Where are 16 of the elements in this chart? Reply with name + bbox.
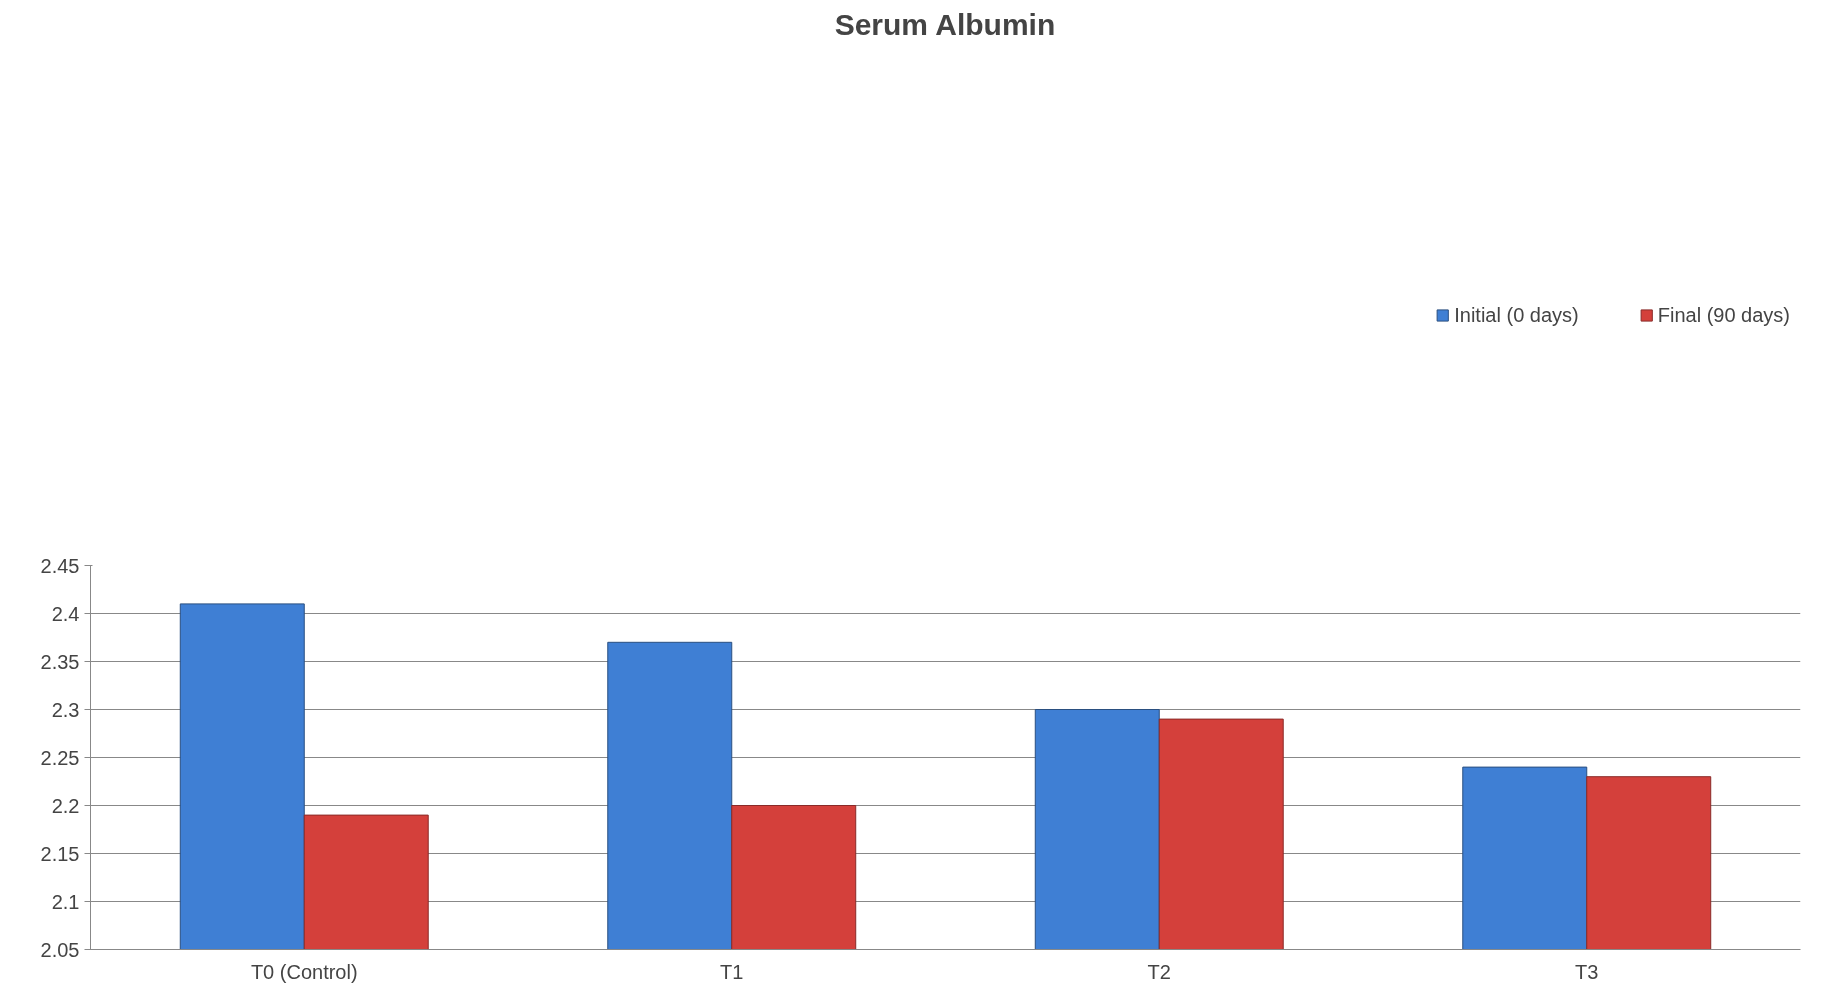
- x-tick-label: T2: [1147, 960, 1171, 983]
- y-tick-label: 2.3: [51, 698, 80, 721]
- y-tick-label: 2.4: [51, 602, 80, 625]
- y-tick-label: 2.45: [40, 554, 80, 577]
- y-tick-label: 2.1: [51, 890, 80, 913]
- chart-title: Serum Albumin: [834, 7, 1056, 41]
- y-tick-label: 2.05: [40, 938, 80, 961]
- y-tick-label: 2.2: [51, 794, 80, 817]
- x-tick-label: T3: [1575, 960, 1599, 983]
- y-tick-label: 2.15: [40, 842, 80, 865]
- legend-label: Initial (0 days): [1454, 303, 1579, 327]
- y-tick-label: 2.25: [40, 746, 80, 769]
- y-tick-label: 2.35: [40, 650, 80, 673]
- x-tick-label: T1: [720, 960, 744, 983]
- x-tick-label: T0 (Control): [250, 960, 358, 983]
- legend-label: Final (90 days): [1657, 303, 1790, 327]
